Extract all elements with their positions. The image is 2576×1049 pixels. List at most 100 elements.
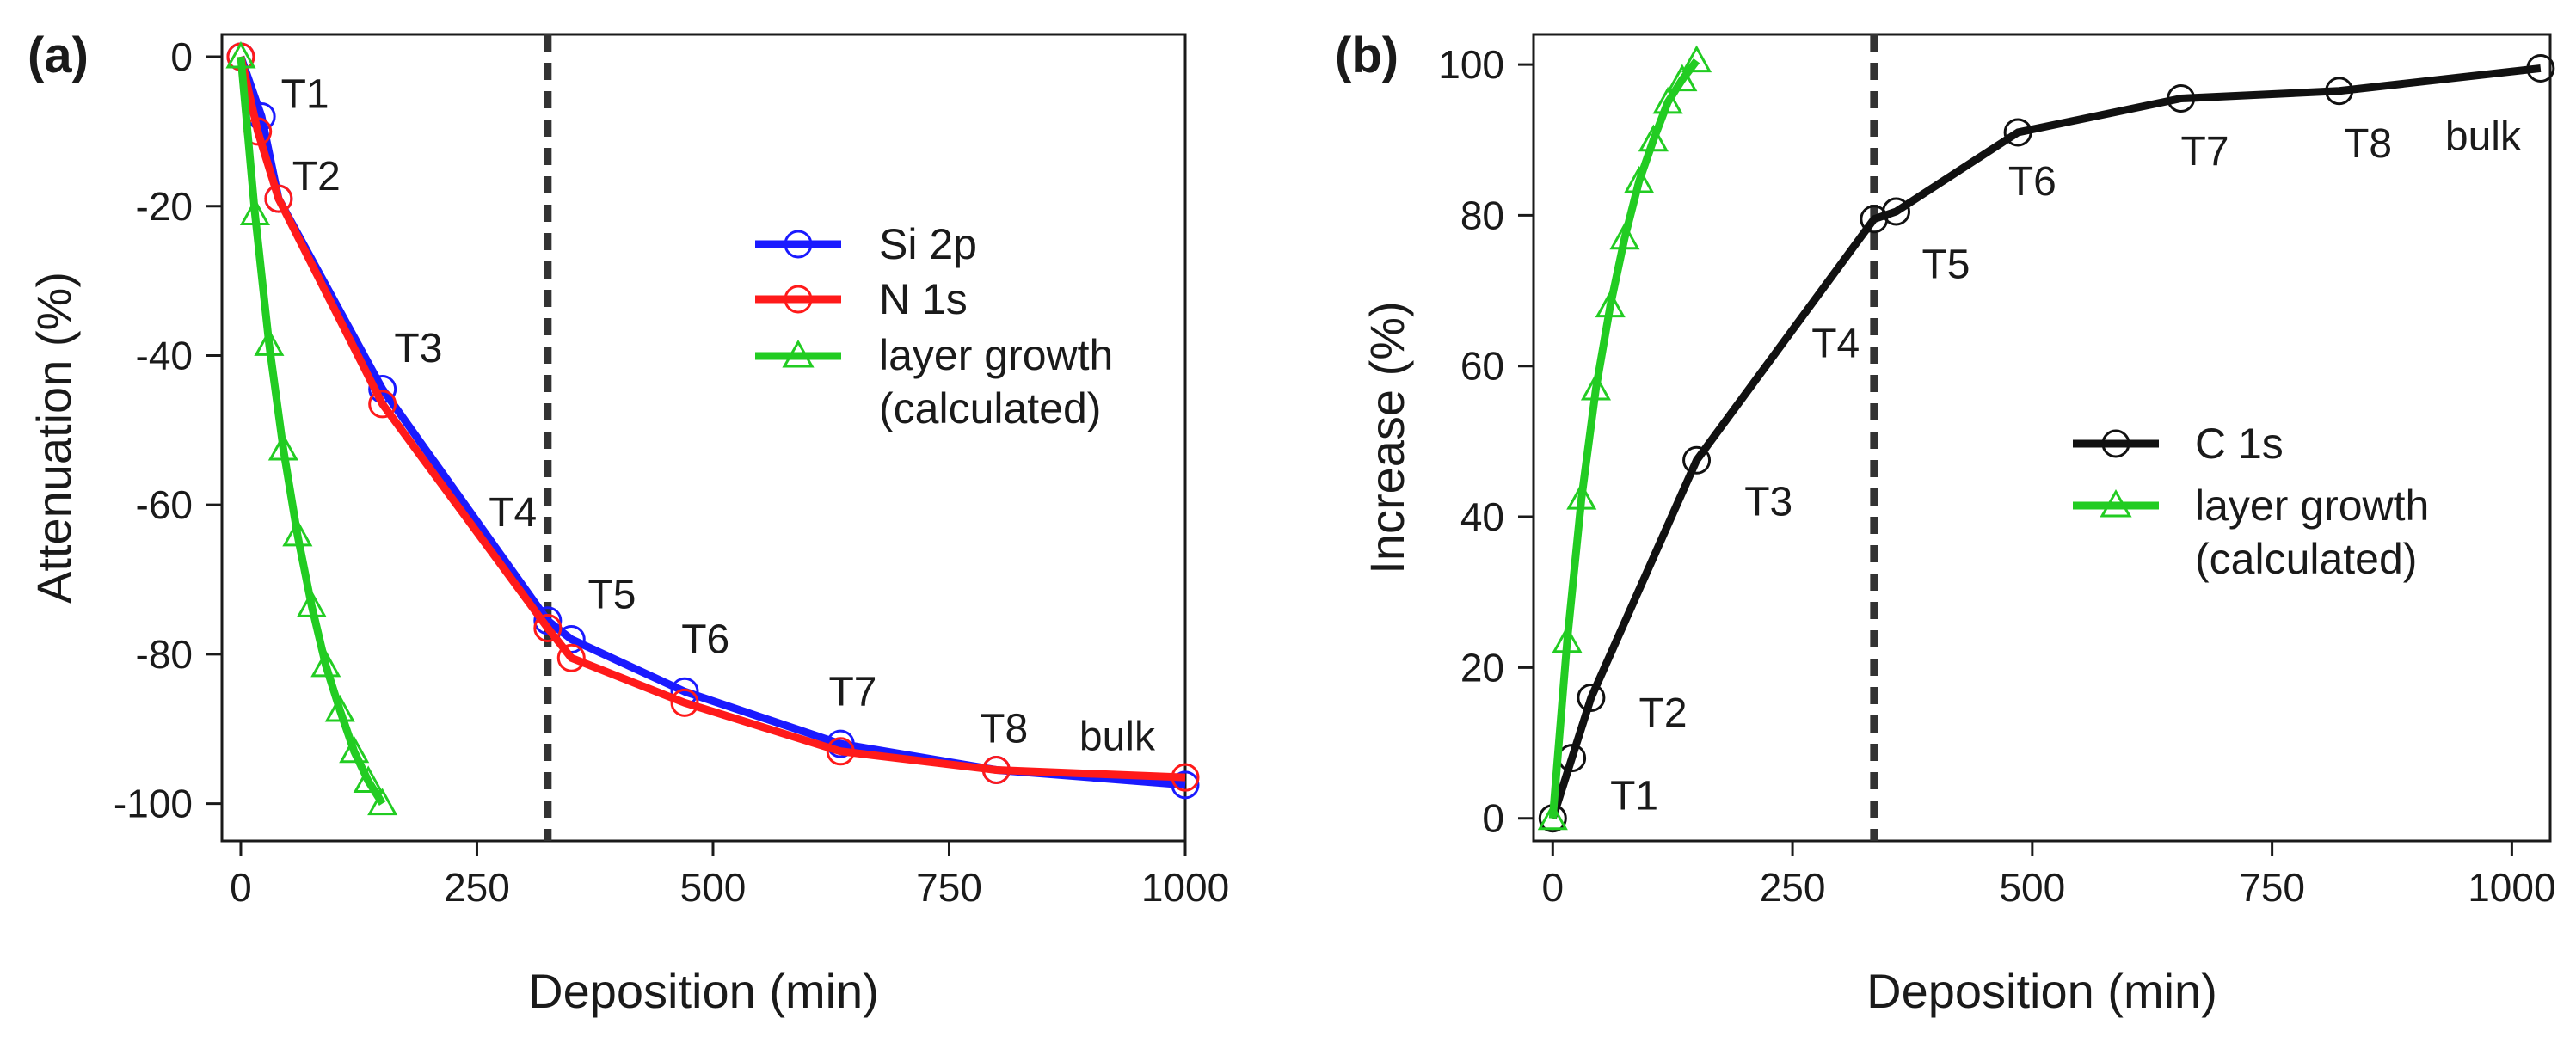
panel-b-annotations: T1 T2 T3 T4 T5 T6 T7 T8 bulk: [1610, 113, 2522, 819]
panel-a-point-n-1s: [826, 737, 855, 766]
panel-b-point-c-1s: [2167, 84, 2196, 113]
panel-b-x-tick-label: 1000: [2468, 865, 2555, 910]
panel-b-point-layer-growth: [1609, 222, 1640, 250]
legend-marker-layer-growth-b: [2100, 488, 2132, 518]
panel-b-series: [1537, 45, 2555, 833]
panel-a-annotation-t4: T4: [489, 490, 537, 536]
panel-b-label: (b): [1335, 28, 1399, 83]
panel-a-y-tick-label: -80: [136, 632, 193, 677]
panel-a-point-n-1s: [556, 643, 586, 672]
panel-a-attenuation-chart: (a) 0 250 500 750 1000 0 -20 -40 -60 -80 -100 T1 T2…: [27, 28, 1229, 1018]
legend-label-layer-growth-b: layer growth: [2195, 482, 2429, 530]
panel-a-x-tick-label: 250: [444, 865, 510, 910]
panel-b-legend: C 1s layer growth (calculated): [2073, 420, 2429, 583]
panel-b-point-c-1s: [1882, 197, 1911, 226]
panel-b-plot-frame: [1532, 33, 2552, 843]
panel-a-annotation-bulk: bulk: [1079, 714, 1156, 759]
panel-a-y-tick-label: -60: [136, 482, 193, 527]
panel-a-point-layer-growth: [310, 649, 341, 678]
panel-b-point-c-1s: [1682, 445, 1712, 475]
legend-label-n-1s: N 1s: [879, 275, 968, 323]
panel-b-annotation-t5: T5: [1921, 242, 1970, 287]
panel-a-plot-frame: [220, 33, 1187, 843]
panel-a-point-layer-growth: [282, 518, 313, 547]
panel-a-point-layer-growth: [339, 735, 370, 764]
panel-a-y-tick-label: -40: [136, 333, 193, 377]
panel-b-annotation-t7: T7: [2181, 129, 2229, 175]
panel-a-point-si-2p: [1171, 770, 1200, 800]
panel-a-annotation-t2: T2: [292, 154, 341, 199]
panel-a-x-tick-label: 0: [230, 865, 252, 910]
panel-b-point-layer-growth: [1667, 64, 1698, 92]
panel-b-annotation-t2: T2: [1639, 690, 1688, 736]
panel-b-x-tick-label: 250: [1760, 865, 1826, 910]
panel-b-point-c-1s: [1577, 683, 1606, 712]
panel-a-annotation-t5: T5: [587, 572, 636, 617]
panel-b-annotation-t4: T4: [1811, 321, 1860, 366]
panel-a-annotations: T1 T2 T3 T4 T5 T6 T7 T8 bulk: [281, 71, 1156, 759]
panel-b-point-c-1s: [2003, 118, 2032, 147]
panel-b-x-tick-label: 0: [1542, 865, 1565, 910]
panel-b-point-layer-growth: [1580, 372, 1612, 401]
panel-a-legend: Si 2p N 1s layer growth (calculated): [755, 220, 1113, 432]
panel-a-annotation-t7: T7: [828, 669, 876, 715]
panel-b-y-tick-label: 0: [1482, 796, 1504, 841]
panel-b-point-layer-growth: [1566, 482, 1597, 510]
panel-b-y-axis-title: Increase (%): [1360, 301, 1414, 574]
panel-a-point-n-1s: [1171, 763, 1200, 792]
panel-a-annotation-t8: T8: [980, 707, 1028, 752]
legend-marker-c-1s: [2101, 429, 2130, 458]
panel-a-ticks: 0 250 500 750 1000 0 -20 -40 -60 -80 -100: [114, 34, 1229, 910]
panel-a-series-line-n-1s: [237, 56, 1186, 782]
panel-b-point-c-1s: [2526, 53, 2555, 83]
panel-b-point-layer-growth: [1595, 290, 1626, 318]
panel-a-x-axis-title: Deposition (min): [528, 964, 879, 1018]
panel-a-point-layer-growth: [324, 694, 355, 722]
panel-a-point-layer-growth: [353, 765, 384, 794]
panel-a-point-n-1s: [368, 390, 397, 419]
panel-a-annotation-t1: T1: [281, 71, 329, 117]
panel-a-x-tick-label: 750: [916, 865, 982, 910]
legend-label-calculated: (calculated): [879, 384, 1101, 432]
panel-b-y-tick-label: 20: [1460, 645, 1504, 690]
panel-b-point-layer-growth: [1537, 802, 1568, 831]
panel-b-annotation-t1: T1: [1610, 773, 1658, 819]
panel-b-point-layer-growth: [1652, 86, 1683, 114]
panel-b-x-tick-label: 500: [1999, 865, 2065, 910]
panel-b-y-tick-label: 80: [1460, 193, 1504, 237]
panel-a-point-layer-growth: [296, 590, 327, 617]
legend-label-calculated-b: (calculated): [2195, 535, 2417, 583]
panel-a-y-tick-label: -20: [136, 184, 193, 229]
panel-b-y-tick-label: 40: [1460, 494, 1504, 539]
panel-a-x-tick-label: 500: [680, 865, 747, 910]
panel-a-point-n-1s: [981, 755, 1011, 784]
panel-b-point-layer-growth: [1638, 124, 1669, 152]
panel-a-y-tick-label: -100: [114, 782, 193, 826]
panel-a-point-n-1s: [264, 184, 293, 213]
legend-label-layer-growth: layer growth: [879, 331, 1113, 379]
panel-a-point-layer-growth: [239, 198, 270, 225]
legend-label-c-1s: C 1s: [2195, 420, 2284, 468]
panel-b-annotation-t8: T8: [2344, 121, 2392, 167]
panel-a-label: (a): [28, 28, 89, 83]
panel-b-annotation-bulk: bulk: [2445, 113, 2522, 159]
legend-marker-layer-growth: [782, 339, 815, 368]
panel-b-y-tick-label: 60: [1460, 344, 1504, 389]
panel-a-point-n-1s: [533, 613, 563, 642]
panel-b-series-line-layer-growth: [1548, 58, 1700, 819]
panel-a-x-tick-label: 1000: [1141, 865, 1229, 910]
panel-b-point-layer-growth: [1552, 625, 1583, 653]
panel-a-point-n-1s: [670, 688, 699, 717]
panel-b-ticks: 0 250 500 750 1000 0 20 40 60 80 100: [1438, 42, 2555, 910]
panel-b-x-axis-title: Deposition (min): [1866, 964, 2217, 1018]
panel-a-point-layer-growth: [367, 788, 398, 816]
legend-marker-n-1s: [784, 285, 813, 314]
panel-b-x-tick-label: 750: [2239, 865, 2305, 910]
panel-b-point-c-1s: [2325, 77, 2354, 106]
panel-b-point-layer-growth: [1624, 165, 1655, 193]
panel-a-annotation-t6: T6: [681, 617, 729, 663]
panel-a-series: [225, 40, 1200, 816]
legend-marker-si-2p: [784, 230, 813, 259]
legend-label-si-2p: Si 2p: [879, 220, 977, 268]
